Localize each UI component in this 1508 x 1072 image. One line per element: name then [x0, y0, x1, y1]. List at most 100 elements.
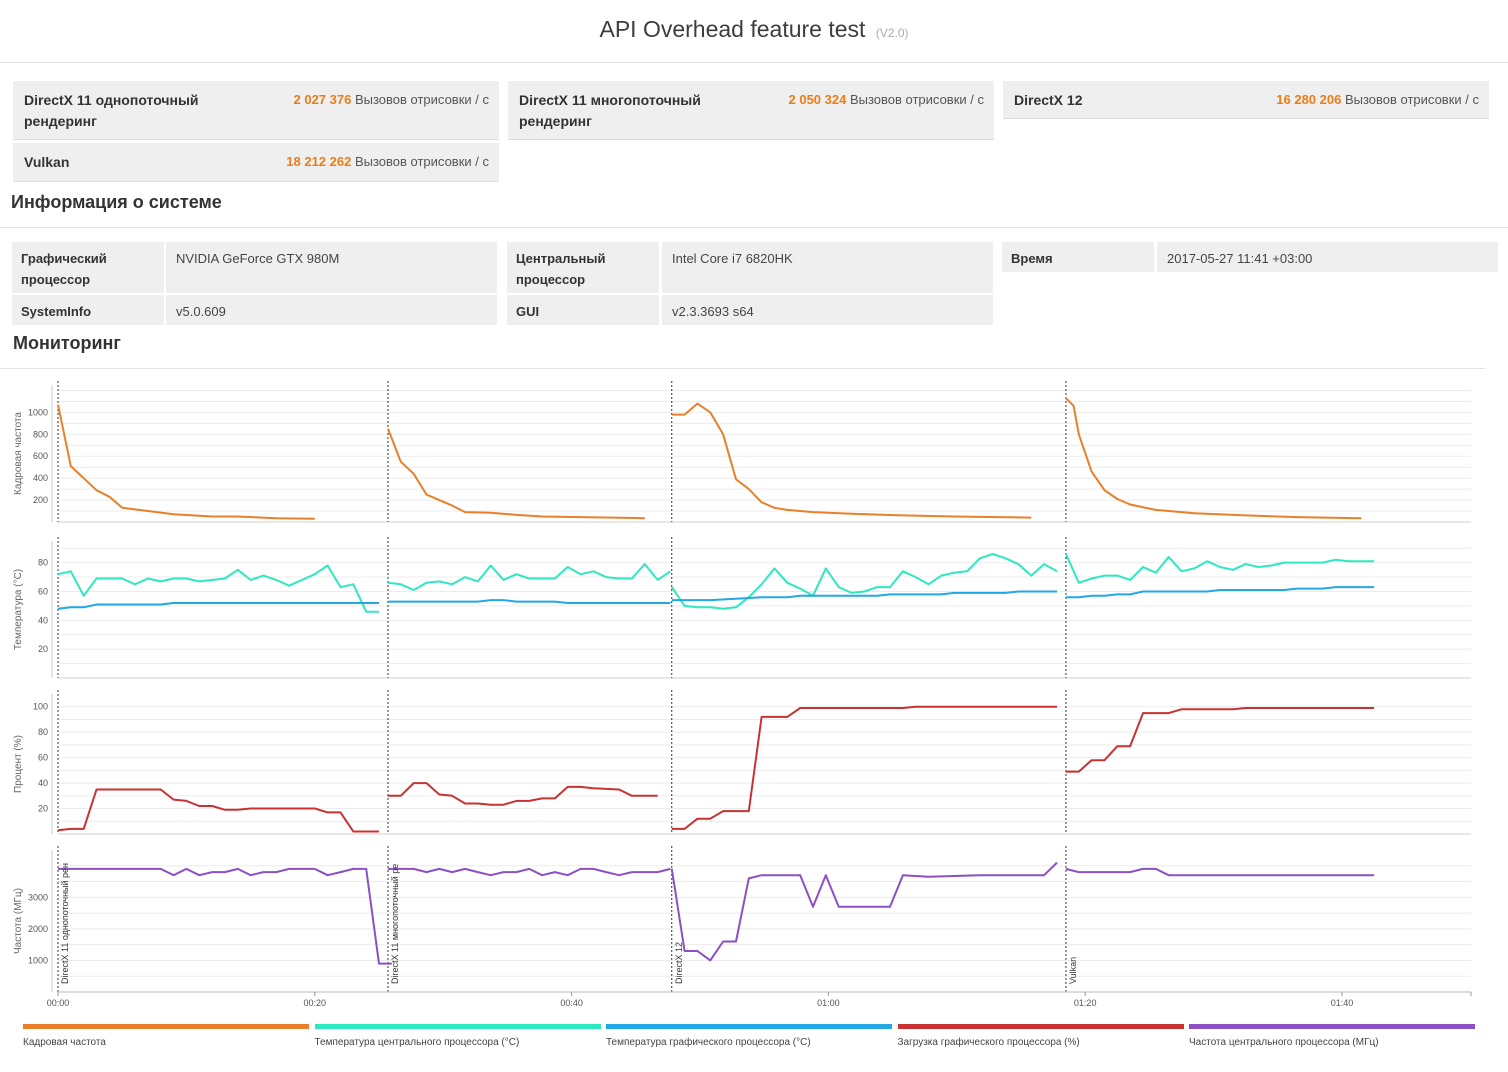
- legend-label: Частота центрального процессора (МГц): [1189, 1037, 1379, 1048]
- legend-swatch: [606, 1024, 892, 1029]
- legend-swatch: [1189, 1024, 1475, 1029]
- y-axis-label: Процент (%): [13, 735, 24, 793]
- series-line: [1064, 553, 1375, 584]
- cpu-value: Intel Core i7 6820HK: [662, 242, 993, 293]
- systeminfo-value: v5.0.609: [166, 295, 497, 325]
- divider: [0, 368, 1485, 369]
- legend-item: Температура графического процессора (°C): [606, 1024, 892, 1048]
- y-tick-label: 400: [33, 473, 48, 483]
- test-marker-label: Vulkan: [1068, 957, 1078, 984]
- divider: [0, 62, 1508, 63]
- series-line: [1065, 397, 1362, 520]
- series-line: [57, 788, 379, 833]
- result-value: 2 027 376 Вызовов отрисовки / с: [294, 92, 490, 107]
- series-line: [57, 564, 379, 613]
- y-tick-label: 80: [38, 727, 48, 737]
- x-tick-label: 00:20: [304, 998, 327, 1008]
- result-dx12: DirectX 12 16 280 206 Вызовов отрисовки …: [1003, 81, 1489, 119]
- y-axis-label: Частота (МГц): [13, 888, 24, 954]
- series-line: [1065, 586, 1375, 599]
- result-dx11-single: DirectX 11 однопоточный рендеринг 2 027 …: [13, 81, 499, 140]
- legend-label: Температура графического процессора (°C): [606, 1037, 811, 1048]
- y-tick-label: 60: [38, 586, 48, 596]
- legend-swatch: [23, 1024, 309, 1029]
- unit: Вызовов отрисовки / с: [1344, 92, 1479, 107]
- series-line: [387, 563, 672, 591]
- score: 2 027 376: [293, 92, 352, 107]
- legend-item: Частота центрального процессора (МГц): [1189, 1024, 1475, 1048]
- y-tick-label: 600: [33, 451, 48, 461]
- x-tick-label: 01:20: [1074, 998, 1097, 1008]
- legend-label: Температура центрального процессора (°C): [314, 1037, 520, 1048]
- y-tick-label: 20: [38, 644, 48, 654]
- result-name: DirectX 12: [1014, 92, 1083, 108]
- unit: Вызовов отрисовки / с: [849, 92, 984, 107]
- series-line: [1065, 707, 1375, 773]
- y-tick-label: 40: [38, 778, 48, 788]
- page-title: API Overhead feature test (V2.0): [0, 16, 1508, 43]
- legend-label: Загрузка графического процессора (%): [897, 1037, 1080, 1048]
- result-name: DirectX 11 однопоточный рендеринг: [24, 92, 199, 129]
- divider: [0, 227, 1508, 228]
- result-name: Vulkan: [24, 154, 70, 170]
- result-dx11-multi: DirectX 11 многопоточный рендеринг 2 050…: [508, 81, 994, 140]
- y-tick-label: 20: [38, 804, 48, 814]
- gui-value: v2.3.3693 s64: [662, 295, 993, 325]
- test-marker-label: DirectX 11 однопоточный рен: [60, 863, 70, 984]
- series-line: [670, 553, 1058, 610]
- result-value: 18 212 262 Вызовов отрисовки / с: [286, 154, 489, 169]
- legend-label: Кадровая частота: [23, 1037, 106, 1048]
- y-tick-label: 60: [38, 753, 48, 763]
- series-line: [670, 861, 1058, 962]
- result-value: 2 050 324 Вызовов отрисовки / с: [789, 92, 985, 107]
- series-line: [388, 867, 671, 877]
- test-marker-label: DirectX 11 многопоточный ре: [390, 864, 400, 984]
- y-tick-label: 800: [33, 429, 48, 439]
- y-tick-label: 40: [38, 615, 48, 625]
- series-line: [671, 705, 1057, 830]
- title-text: API Overhead feature test: [599, 16, 866, 42]
- y-tick-label: 1000: [28, 407, 48, 417]
- legend-swatch: [314, 1024, 601, 1029]
- x-tick-label: 01:40: [1331, 998, 1354, 1008]
- gpu-value: NVIDIA GeForce GTX 980M: [166, 242, 497, 293]
- y-tick-label: 80: [38, 558, 48, 568]
- systeminfo-label: SystemInfo: [12, 295, 164, 325]
- series-line: [671, 590, 1057, 602]
- unit: Вызовов отрисовки / с: [354, 154, 489, 169]
- series-line: [671, 402, 1032, 519]
- x-tick-label: 01:00: [817, 998, 840, 1008]
- series-line: [388, 782, 658, 806]
- score: 2 050 324: [788, 92, 847, 107]
- series-line: [57, 404, 315, 520]
- gui-label: GUI: [507, 295, 659, 325]
- cpu-label: Центральный процессор: [507, 242, 659, 293]
- y-tick-label: 100: [33, 702, 48, 712]
- legend-item: Температура центрального процессора (°C): [314, 1024, 601, 1048]
- y-tick-label: 1000: [28, 955, 48, 965]
- gpu-label: Графический процессор: [12, 242, 164, 293]
- series-line: [57, 602, 379, 610]
- y-tick-label: 200: [33, 495, 48, 505]
- result-value: 16 280 206 Вызовов отрисовки / с: [1276, 92, 1479, 107]
- legend-item: Загрузка графического процессора (%): [897, 1024, 1184, 1048]
- time-value: 2017-05-27 11:41 +03:00: [1157, 242, 1498, 272]
- result-name: DirectX 11 многопоточный рендеринг: [519, 92, 701, 129]
- version-label: (V2.0): [875, 26, 909, 40]
- series-line: [58, 867, 392, 965]
- series-line: [388, 599, 671, 604]
- y-tick-label: 3000: [28, 892, 48, 902]
- x-tick-label: 00:40: [560, 998, 583, 1008]
- y-axis-label: Кадровая частота: [13, 412, 24, 495]
- monitoring-heading: Мониторинг: [13, 333, 121, 353]
- test-marker-label: DirectX 12: [674, 942, 684, 984]
- system-info-heading: Информация о системе: [11, 192, 222, 212]
- unit: Вызовов отрисовки / с: [354, 92, 489, 107]
- y-tick-label: 2000: [28, 924, 48, 934]
- series-line: [1065, 867, 1375, 877]
- score: 18 212 262: [286, 154, 352, 169]
- legend-swatch: [897, 1024, 1184, 1029]
- legend-item: Кадровая частота: [23, 1024, 309, 1048]
- score: 16 280 206: [1276, 92, 1342, 107]
- x-tick-label: 00:00: [47, 998, 70, 1008]
